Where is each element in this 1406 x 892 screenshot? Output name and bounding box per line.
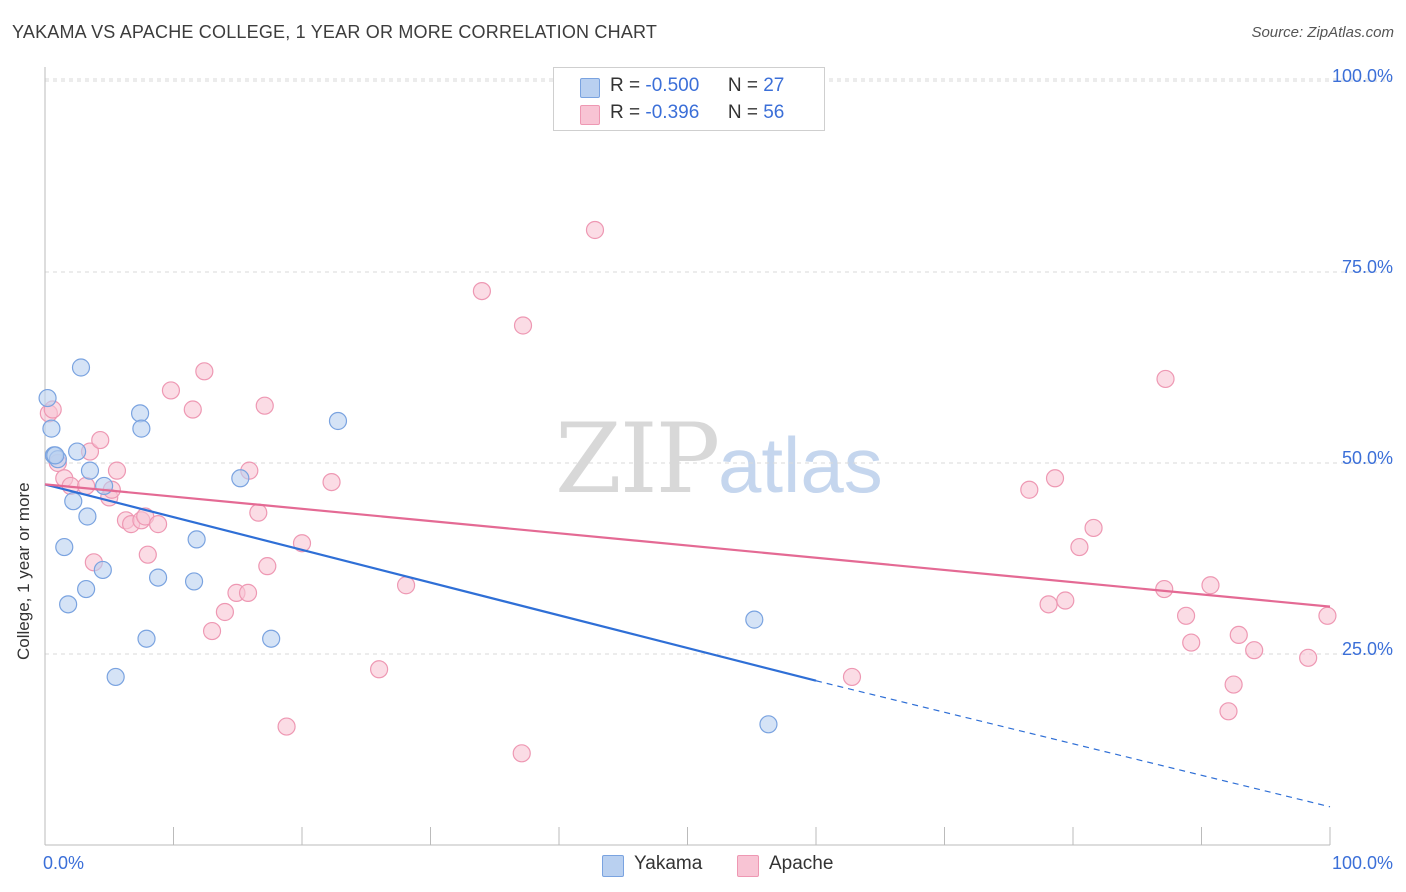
correlation-legend: R = -0.500 N = 27 R = -0.396 N = 56 [553, 67, 825, 131]
yakama-point [137, 629, 156, 648]
apache-point [249, 503, 268, 522]
legend-r-label: R = [610, 75, 641, 96]
yakama-point [80, 461, 100, 480]
yakama-point [64, 492, 83, 511]
yakama-point [132, 419, 151, 438]
yakama-trend-extension [815, 680, 1331, 808]
apache-point [1084, 518, 1103, 538]
apache-point [138, 545, 157, 564]
y-tick-label: 50.0% [1342, 448, 1393, 468]
legend-n-value: 27 [763, 75, 785, 96]
watermark-zip: ZIP [555, 403, 718, 515]
apache-point [322, 473, 341, 492]
apache-point [195, 362, 214, 381]
apache-point [183, 400, 202, 419]
apache-point [396, 576, 416, 595]
apache-point [1176, 606, 1196, 625]
apache-point [1245, 641, 1264, 660]
apache-point [91, 430, 110, 450]
yakama-point [745, 610, 764, 629]
apache-point [513, 316, 533, 335]
apache-point [258, 557, 277, 576]
apache-point [1229, 625, 1248, 645]
bottom-legend-apache-label: Apache [769, 853, 834, 874]
yakama-point [71, 358, 91, 377]
apache-point [1219, 702, 1238, 721]
legend-n-value: 56 [763, 102, 785, 123]
apache-point [1155, 579, 1174, 599]
yakama-point [78, 507, 97, 526]
apache-point [1201, 576, 1220, 595]
yakama-point [184, 572, 204, 591]
apache-point [1020, 480, 1039, 499]
apache-point [255, 396, 274, 415]
apache-point [585, 220, 605, 240]
yakama-point [328, 411, 348, 431]
apache-point [148, 515, 168, 534]
apache-point [512, 744, 531, 763]
yakama-point [93, 560, 112, 580]
y-tick-label: 25.0% [1342, 639, 1393, 659]
source-label: Source: ZipAtlas.com [1251, 24, 1394, 41]
yakama-point [95, 476, 114, 496]
yakama-point [68, 442, 87, 461]
apache-point [107, 461, 127, 480]
apache-swatch [580, 105, 600, 125]
y-axis-label: College, 1 year or more [14, 482, 33, 660]
apache-point [277, 717, 296, 736]
apache-point [292, 534, 312, 553]
apache-point [1056, 591, 1075, 610]
yakama-point [759, 715, 778, 734]
apache-point [161, 381, 181, 400]
bottom-legend-yakama-label: Yakama [634, 853, 703, 874]
legend-r-value: -0.500 [645, 75, 700, 96]
apache-point [1070, 537, 1089, 557]
legend-n-label: N = [727, 75, 758, 96]
apache-trend-line [44, 483, 1331, 608]
apache-point [1299, 648, 1318, 667]
apache-point [1224, 675, 1243, 694]
watermark-atlas: atlas [718, 421, 883, 509]
yakama-point [262, 629, 281, 648]
chart-title: YAKAMA VS APACHE COLLEGE, 1 YEAR OR MORE… [12, 22, 658, 42]
apache-point [1045, 469, 1065, 488]
apache-point [1182, 633, 1201, 652]
apache-point [238, 583, 258, 602]
x-tick-label: 0.0% [43, 853, 84, 873]
apache-swatch [737, 855, 759, 877]
yakama-point [46, 446, 65, 465]
yakama-point [77, 579, 96, 599]
apache-point [202, 621, 222, 641]
x-tick-label: 100.0% [1332, 853, 1393, 873]
yakama-point [148, 568, 168, 587]
apache-point [842, 667, 862, 687]
apache-point [215, 602, 234, 622]
apache-point [77, 476, 96, 496]
legend-r-value: -0.396 [645, 102, 700, 123]
yakama-point [42, 419, 61, 438]
yakama-point [231, 469, 250, 488]
legend-r-label: R = [610, 102, 641, 123]
y-tick-label: 100.0% [1332, 66, 1393, 86]
apache-point [1156, 369, 1175, 389]
apache-point [1039, 595, 1058, 614]
legend-n-label: N = [727, 102, 758, 123]
yakama-point [106, 667, 125, 687]
yakama-point [130, 404, 150, 423]
yakama-swatch [580, 78, 600, 98]
apache-point [370, 660, 389, 679]
y-tick-label: 75.0% [1342, 257, 1393, 277]
yakama-swatch [602, 855, 624, 877]
yakama-point [38, 388, 57, 408]
apache-point [1318, 606, 1337, 625]
yakama-point [59, 595, 78, 614]
yakama-point [55, 537, 74, 557]
yakama-point [187, 530, 206, 549]
yakama-trend-line [44, 483, 817, 682]
apache-point [472, 282, 491, 301]
